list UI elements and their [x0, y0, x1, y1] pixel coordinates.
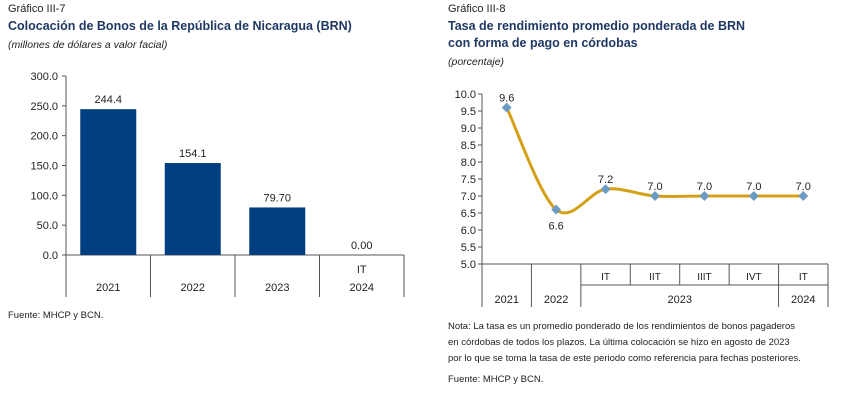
bar: [249, 207, 306, 255]
chart-label-right: Gráfico III-8: [448, 3, 506, 15]
data-label: 7.0: [697, 181, 712, 193]
category-label: 2023: [265, 282, 289, 294]
data-label: 7.2: [598, 174, 613, 186]
data-point: [798, 191, 809, 201]
chart-subtitle-right: (porcentaje): [448, 56, 505, 68]
y-tick-label: 0.0: [43, 250, 58, 262]
data-label: 154.1: [179, 148, 207, 160]
chart-title-right-line1: Tasa de rendimiento promedio ponderada d…: [448, 19, 746, 33]
quarter-label: IT: [601, 272, 610, 283]
y-tick-label: 9.5: [461, 106, 476, 118]
quarter-label: IIT: [649, 272, 661, 283]
data-point: [650, 191, 660, 201]
data-label: 7.0: [746, 181, 761, 193]
note-line-3: por lo que se toma la tasa de este perio…: [448, 353, 801, 364]
quarter-label: IT: [799, 272, 808, 283]
bar: [80, 109, 137, 255]
y-tick-label: 100.0: [30, 190, 58, 202]
data-label: 6.6: [548, 221, 563, 233]
year-label: 2021: [494, 294, 518, 306]
y-tick-label: 6.5: [461, 208, 476, 220]
y-tick-label: 300.0: [30, 71, 58, 83]
y-tick-label: 7.0: [461, 191, 476, 203]
y-tick-label: 200.0: [30, 131, 58, 143]
chart-label-left: Gráfico III-7: [8, 3, 66, 15]
y-tick-label: 8.0: [461, 157, 476, 169]
data-point: [699, 191, 710, 201]
line-chart: 5.0 5.5 6.0 6.5 7.0 7.5 8.0 8.5 9.0 9.5 10.0 IT IIT I…: [455, 89, 829, 307]
chart-subtitle-left: (millones de dólares a valor facial): [8, 39, 168, 51]
y-tick-label: 6.0: [461, 225, 476, 237]
y-tick-label: 7.5: [461, 174, 476, 186]
chart-title-right-line2: con forma de pago en córdobas: [448, 36, 638, 50]
note-line-2: en córdobas de todos los plazos. La últi…: [448, 337, 790, 348]
y-tick-label: 5.5: [461, 242, 476, 254]
quarter-label: IVT: [746, 272, 762, 283]
y-tick-label: 50.0: [37, 220, 58, 232]
source-right: Fuente: MHCP y BCN.: [448, 374, 544, 385]
y-tick-label: 5.0: [461, 259, 476, 271]
category-label: 2022: [181, 282, 205, 294]
chart-title-left: Colocación de Bonos de la República de N…: [8, 19, 352, 33]
y-tick-label: 250.0: [30, 101, 58, 113]
year-label: 2023: [667, 294, 691, 306]
data-label: 79.70: [263, 192, 291, 204]
note-line-1: Nota: La tasa es un promedio ponderado d…: [448, 321, 795, 332]
bar-chart: 0.0 50.0 100.0 150.0 200.0 250.0 300.0 244.4 202…: [30, 71, 405, 297]
data-label: 0.00: [351, 240, 372, 252]
y-tick-label: 150.0: [30, 161, 58, 173]
year-label: 2022: [544, 294, 568, 306]
data-point: [600, 184, 611, 195]
bar: [164, 163, 221, 255]
category-label: 2021: [96, 282, 120, 294]
y-tick-label: 9.0: [461, 123, 476, 135]
data-label: 7.0: [796, 181, 811, 193]
data-label: 7.0: [647, 181, 662, 193]
data-point: [551, 204, 562, 215]
category-label: 2024: [350, 282, 374, 294]
data-label: 9.6: [499, 93, 514, 105]
quarter-label: IIIT: [697, 272, 711, 283]
category-sublabel: IT: [357, 264, 367, 276]
data-point: [748, 191, 759, 201]
data-label: 244.4: [94, 94, 122, 106]
y-tick-label: 8.5: [461, 140, 476, 152]
source-left: Fuente: MHCP y BCN.: [8, 310, 104, 321]
y-tick-label: 10.0: [455, 89, 476, 101]
year-label: 2024: [791, 294, 815, 306]
